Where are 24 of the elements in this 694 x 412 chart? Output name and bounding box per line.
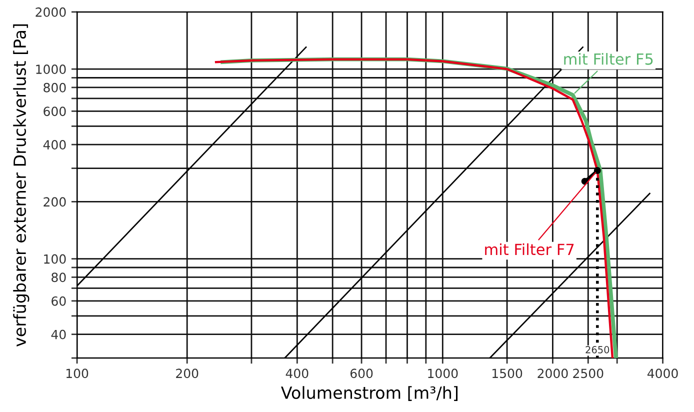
y-tick-label: 60: [52, 296, 66, 306]
y-axis-title: verfügbarer externer Druckverlust [Pa]: [13, 24, 30, 347]
y-tick-label: 1000: [36, 64, 66, 74]
y-tick-label: 80: [52, 272, 66, 282]
text: mit Filter F7: [485, 243, 574, 256]
y-tick-label: 100: [44, 254, 66, 264]
annotation: 2650: [586, 346, 610, 354]
x-tick-label: 1500: [492, 368, 522, 378]
x-tick-label: 2000: [538, 368, 568, 378]
y-tick-label: 600: [44, 106, 66, 116]
x-tick-label: 200: [176, 368, 198, 378]
x-tick-label: 100: [66, 368, 88, 378]
y-tick-label: 40: [51, 330, 66, 340]
series-label: mit Filter F5: [564, 53, 653, 65]
x-tick-label: 1000: [428, 368, 458, 378]
x-tick-label: 400: [286, 368, 308, 378]
x-tick-label: 600: [350, 368, 373, 378]
y-tick-label: 400: [43, 140, 66, 150]
y-tick-label: 800: [44, 82, 66, 92]
y-tick-label: 200: [44, 197, 66, 207]
x-axis-title: Volumenstrom [m³/h]: [280, 386, 458, 401]
x-tick-label: 4000: [647, 368, 678, 378]
x-tick-label: 2500: [573, 368, 604, 378]
y-tick-label: 2000: [36, 7, 66, 17]
